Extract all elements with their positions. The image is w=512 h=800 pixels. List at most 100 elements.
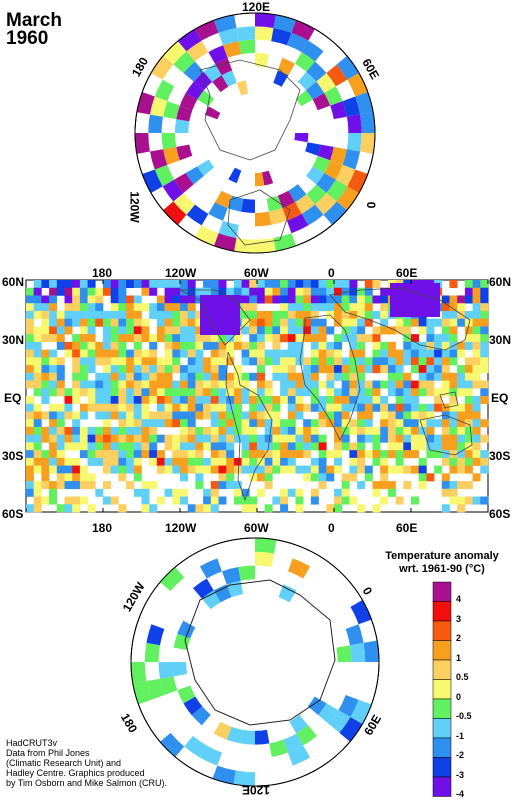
anomaly-cell [249, 434, 258, 443]
anomaly-cell [261, 170, 274, 186]
anomaly-cell [149, 357, 158, 366]
wm-bottom-180: 180 [92, 521, 113, 535]
anomaly-cell [133, 334, 142, 343]
anomaly-cell [372, 295, 381, 304]
anomaly-cell [110, 372, 119, 381]
anomaly-cell [364, 426, 373, 435]
anomaly-cell [349, 442, 358, 451]
anomaly-cell [141, 287, 150, 296]
anomaly-cell [218, 496, 227, 505]
anomaly-cell [172, 411, 181, 420]
anomaly-cell [303, 295, 312, 304]
anomaly-cell [133, 388, 142, 397]
anomaly-cell [41, 295, 50, 304]
anomaly-cell [49, 357, 58, 366]
anomaly-cell [172, 326, 181, 335]
anomaly-cell [33, 334, 42, 343]
anomaly-cell [464, 341, 473, 350]
anomaly-cell [426, 403, 435, 412]
anomaly-cell [403, 326, 412, 335]
anomaly-cell [236, 26, 255, 42]
anomaly-cell [33, 280, 42, 289]
anomaly-cell [434, 357, 443, 366]
anomaly-cell [33, 310, 42, 319]
anomaly-cell [249, 349, 258, 358]
anomaly-cell [257, 287, 265, 296]
anomaly-cell [133, 442, 142, 451]
anomaly-cell [464, 372, 473, 381]
anomaly-cell [257, 380, 265, 389]
anomaly-cell [172, 287, 181, 296]
anomaly-cell [87, 303, 96, 312]
anomaly-cell [480, 465, 489, 474]
anomaly-cell [360, 112, 375, 133]
anomaly-cell [316, 73, 336, 93]
anomaly-cell [87, 473, 96, 482]
anomaly-cell [172, 488, 181, 497]
anomaly-cell [199, 558, 223, 579]
anomaly-cell [287, 295, 296, 304]
anomaly-cell [197, 90, 215, 107]
anomaly-cell [213, 584, 232, 603]
anomaly-cell [295, 403, 304, 412]
anomaly-cell [334, 504, 342, 513]
anomaly-cell [33, 450, 42, 459]
anomaly-cell [164, 310, 173, 319]
anomaly-cell [411, 349, 419, 358]
anomaly-cell [264, 419, 273, 428]
anomaly-cell [149, 457, 158, 466]
anomaly-cell [33, 303, 42, 312]
anomaly-cell [238, 565, 255, 581]
legend-title: Temperature anomaly wrt. 1961-90 (°C) [372, 550, 512, 576]
anomaly-cell [287, 334, 296, 343]
anomaly-cell [33, 380, 42, 389]
anomaly-cell [95, 287, 104, 296]
anomaly-cell [110, 334, 119, 343]
anomaly-cell [213, 233, 237, 252]
anomaly-cell [434, 349, 443, 358]
anomaly-cell [240, 729, 255, 745]
anomaly-cell [241, 396, 250, 405]
anomaly-cell [295, 280, 304, 289]
anomaly-cell [464, 287, 473, 296]
anomaly-cell [156, 496, 165, 505]
anomaly-cell [126, 380, 135, 389]
anomaly-cell [156, 365, 165, 374]
anomaly-cell [210, 434, 219, 443]
anomaly-cell [310, 326, 319, 335]
anomaly-cell [372, 341, 381, 350]
anomaly-cell [126, 426, 135, 435]
anomaly-cell [411, 411, 419, 420]
anomaly-cell [434, 403, 443, 412]
anomaly-cell [287, 280, 296, 289]
anomaly-cell [141, 450, 150, 459]
anomaly-cell [118, 334, 127, 343]
anomaly-cell [26, 372, 34, 381]
credit-line-3: (Climatic Research Unit) and [6, 758, 122, 768]
anomaly-cell [218, 419, 227, 428]
anomaly-cell [180, 488, 188, 497]
anomaly-cell [49, 442, 58, 451]
anomaly-cell [64, 442, 73, 451]
anomaly-cell [33, 349, 42, 358]
anomaly-cell [41, 388, 50, 397]
anomaly-cell [141, 481, 150, 490]
anomaly-cell [180, 365, 188, 374]
anomaly-cell [326, 419, 335, 428]
anomaly-cell [172, 496, 181, 505]
anomaly-cell [272, 403, 281, 412]
anomaly-cell [310, 465, 319, 474]
anomaly-cell [395, 496, 404, 505]
legend-label: 0.5 [456, 672, 469, 682]
anomaly-cell [141, 326, 150, 335]
anomaly-cell [41, 349, 50, 358]
anomaly-cell [172, 450, 181, 459]
anomaly-cell [49, 303, 58, 312]
anomaly-cell [56, 372, 65, 381]
anomaly-cell [187, 303, 196, 312]
anomaly-cell [33, 326, 42, 335]
anomaly-cell [326, 287, 335, 296]
anomaly-cell [187, 280, 196, 289]
anomaly-cell [357, 334, 366, 343]
anomaly-cell [156, 388, 165, 397]
